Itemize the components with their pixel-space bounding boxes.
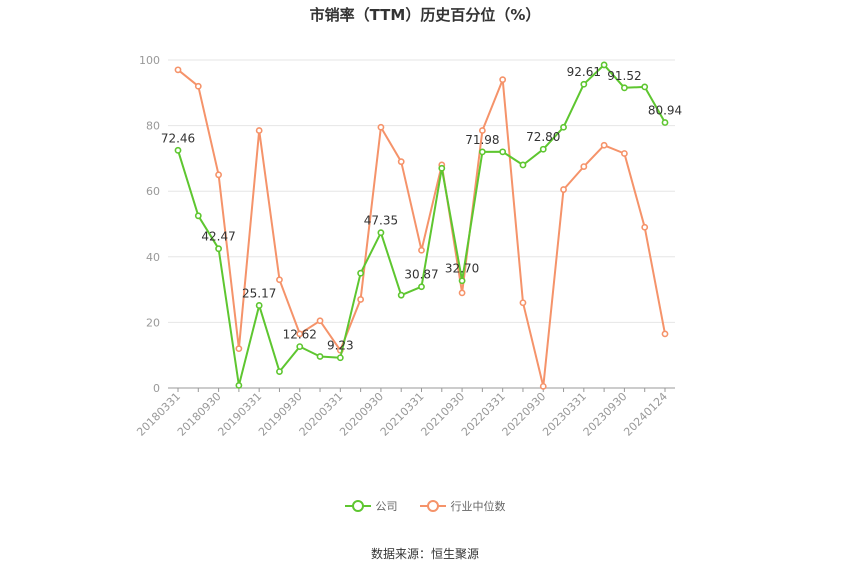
data-point xyxy=(661,330,669,338)
data-point xyxy=(255,127,263,134)
data-point xyxy=(539,382,547,390)
data-point xyxy=(276,368,283,375)
data-point xyxy=(194,212,202,220)
data-point xyxy=(276,276,283,284)
data-point xyxy=(316,317,324,325)
data-point xyxy=(397,291,405,299)
x-tick-label: 20240124 xyxy=(621,390,670,439)
data-point xyxy=(174,66,182,74)
data-point xyxy=(296,330,304,338)
line-chart: 0204060801002018033120180930201903312019… xyxy=(134,54,682,439)
data-point xyxy=(316,353,324,360)
data-point xyxy=(438,164,446,172)
data-point xyxy=(519,299,527,307)
data-label: 32.70 xyxy=(445,262,479,276)
y-tick-label: 100 xyxy=(139,54,160,67)
data-label: 42.47 xyxy=(201,230,235,244)
data-point xyxy=(478,127,486,134)
data-label: 71.98 xyxy=(465,133,499,147)
data-label: 30.87 xyxy=(404,268,438,282)
data-point xyxy=(357,269,365,277)
data-label: 47.35 xyxy=(364,214,398,228)
data-point xyxy=(661,119,669,126)
legend-line-icon-industry xyxy=(419,499,446,513)
data-point xyxy=(296,343,304,351)
data-point xyxy=(641,223,649,231)
data-label: 12.62 xyxy=(283,328,317,342)
data-point xyxy=(641,83,649,91)
data-point xyxy=(215,245,222,253)
legend-line-icon-company xyxy=(344,499,371,513)
data-point xyxy=(235,345,243,353)
data-point xyxy=(458,289,466,297)
data-label: 9.23 xyxy=(327,339,354,353)
data-label: 25.17 xyxy=(242,286,276,300)
data-point xyxy=(621,150,628,157)
data-point xyxy=(336,354,344,362)
legend-item-industry-median[interactable]: 行业中位数 xyxy=(419,498,506,514)
data-point xyxy=(621,84,628,92)
data-point xyxy=(580,80,588,88)
data-label: 72.80 xyxy=(526,130,560,144)
data-point xyxy=(458,277,466,285)
data-point xyxy=(357,296,365,303)
data-point xyxy=(418,246,425,254)
data-point xyxy=(499,148,507,156)
y-tick-label: 20 xyxy=(146,316,160,329)
data-point xyxy=(174,146,182,154)
data-label: 80.94 xyxy=(648,104,682,118)
data-point xyxy=(397,158,405,166)
data-source: 数据来源：恒生聚源 xyxy=(370,547,479,561)
legend-label-industry-median: 行业中位数 xyxy=(450,500,506,513)
data-label: 72.46 xyxy=(161,131,195,145)
data-point xyxy=(600,141,608,149)
data-point xyxy=(600,61,608,69)
data-point xyxy=(499,76,507,84)
chart-title: 市销率（TTM）历史百分位（%） xyxy=(309,6,541,24)
data-point xyxy=(215,171,222,179)
data-point xyxy=(377,123,385,131)
data-point xyxy=(377,229,385,237)
data-point xyxy=(580,163,588,170)
data-point xyxy=(255,302,263,309)
data-point xyxy=(418,283,425,291)
y-tick-label: 0 xyxy=(153,382,160,395)
data-point xyxy=(539,145,547,153)
y-tick-label: 80 xyxy=(146,120,160,133)
data-point xyxy=(194,82,202,90)
data-point xyxy=(519,161,527,169)
data-label: 91.52 xyxy=(607,69,641,83)
data-label: 92.61 xyxy=(567,65,601,79)
legend-item-company[interactable]: 公司 xyxy=(344,498,398,514)
legend: 公司 行业中位数 xyxy=(0,498,850,514)
data-point xyxy=(235,381,243,389)
y-tick-label: 40 xyxy=(146,251,160,264)
legend-label-company: 公司 xyxy=(375,500,398,513)
y-tick-label: 60 xyxy=(146,185,160,198)
data-point xyxy=(478,148,486,156)
data-point xyxy=(560,186,567,193)
data-point xyxy=(560,123,567,131)
